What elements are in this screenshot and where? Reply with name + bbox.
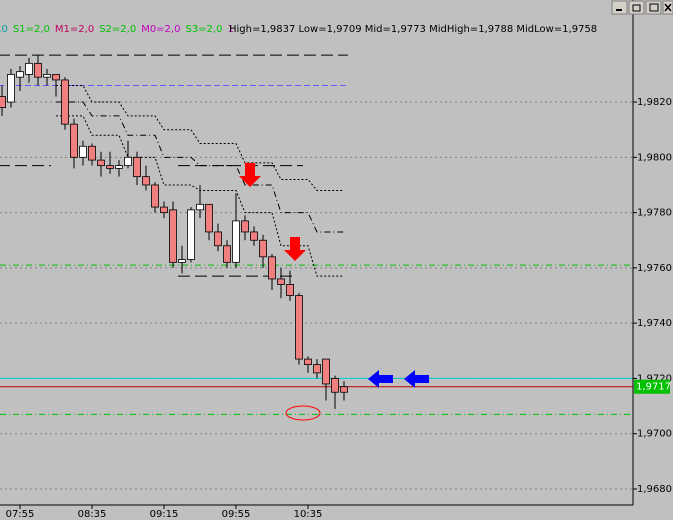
y-tick-label: 1,9820 — [637, 97, 672, 108]
candle-body — [0, 96, 6, 108]
indicator-param: 2,0 — [0, 24, 8, 35]
channel-line — [56, 84, 344, 191]
x-tick-label: 09:55 — [222, 509, 251, 520]
stats-text: High=1,9837 Low=1,9709 Mid=1,9773 MidHig… — [229, 24, 597, 35]
blue-arrow — [368, 370, 393, 388]
y-tick-label: 1,9760 — [637, 263, 672, 274]
annotations — [239, 163, 429, 421]
candle-body — [34, 62, 42, 78]
y-tick-label: 1,9680 — [637, 484, 672, 495]
candle-body — [151, 184, 159, 208]
indicator-param: M0=2,0 — [141, 24, 180, 35]
indicator-param: S2=2,0 — [99, 24, 136, 35]
candle-body — [52, 74, 60, 81]
minimize-button[interactable] — [611, 0, 628, 15]
candle-body — [295, 295, 303, 360]
candle-body — [79, 145, 87, 158]
red-arrow — [284, 237, 306, 261]
restore-icon — [632, 4, 641, 12]
window-buttons — [611, 0, 673, 15]
candle-body — [169, 209, 177, 263]
candle-body — [160, 206, 168, 214]
candle-body — [322, 358, 330, 385]
current-price-box — [634, 379, 670, 394]
indicator-param: 1 — [227, 24, 233, 35]
candle-body — [313, 364, 321, 374]
candle-body — [223, 245, 231, 263]
candle-body — [331, 378, 339, 393]
x-tick-label: 08:35 — [78, 509, 107, 520]
candle-body — [133, 156, 141, 178]
candle-body — [232, 220, 240, 263]
candle-body — [277, 278, 285, 285]
candle-body — [142, 176, 150, 186]
candle-body — [196, 203, 204, 211]
maximize-button[interactable] — [645, 0, 662, 15]
x-tick-label: 09:15 — [150, 509, 179, 520]
candle-body — [304, 358, 312, 366]
candle-body — [250, 231, 258, 241]
channel-line — [56, 101, 344, 233]
indicator-param: M1=2,0 — [55, 24, 94, 35]
indicator-param: S1=2,0 — [13, 24, 50, 35]
candle-body — [124, 156, 132, 167]
ellipse-marker — [285, 405, 321, 421]
indicator-param: S3=2,0 — [185, 24, 222, 35]
red-arrow — [239, 163, 261, 187]
candle-body — [70, 123, 78, 158]
candle-body — [340, 386, 348, 393]
candle-body — [16, 71, 24, 78]
candle-body — [214, 231, 222, 247]
plot-area: 1,9680 1,9700 1,9720 1,9740 1,9760 1,9780 1,98… — [0, 54, 672, 520]
candle-body — [115, 165, 123, 169]
candle-body — [43, 74, 51, 78]
candle-body — [259, 239, 267, 258]
blue-arrow — [404, 370, 429, 388]
candle-body — [268, 256, 276, 280]
candle-body — [187, 209, 195, 260]
y-tick-label: 1,9720 — [637, 373, 672, 384]
y-tick-label: 1,9700 — [637, 429, 672, 440]
y-tick-label: 1,9800 — [637, 152, 672, 163]
candle-body — [205, 203, 213, 233]
current-price-label: 1,9717 — [636, 382, 671, 393]
x-tick-label: 10:35 — [294, 509, 323, 520]
x-tick-label: 07:55 — [6, 509, 35, 520]
y-tick-label: 1,9780 — [637, 208, 672, 219]
candle-body — [178, 259, 186, 263]
candle-body — [25, 62, 33, 75]
maximize-icon — [649, 3, 659, 12]
header: 2,0 S1=2,0 M1=2,0 S2=2,0 M0=2,0 S3=2,0 1 — [0, 24, 234, 35]
candle-body — [241, 220, 249, 233]
restore-button[interactable] — [628, 0, 645, 15]
y-tick-label: 1,9740 — [637, 318, 672, 329]
close-icon — [664, 3, 672, 12]
candle-body — [88, 145, 96, 161]
candle-body — [7, 74, 15, 103]
candle-body — [97, 159, 105, 167]
candle-body — [106, 165, 114, 169]
candle-body — [61, 79, 69, 125]
candle-body — [286, 284, 294, 296]
